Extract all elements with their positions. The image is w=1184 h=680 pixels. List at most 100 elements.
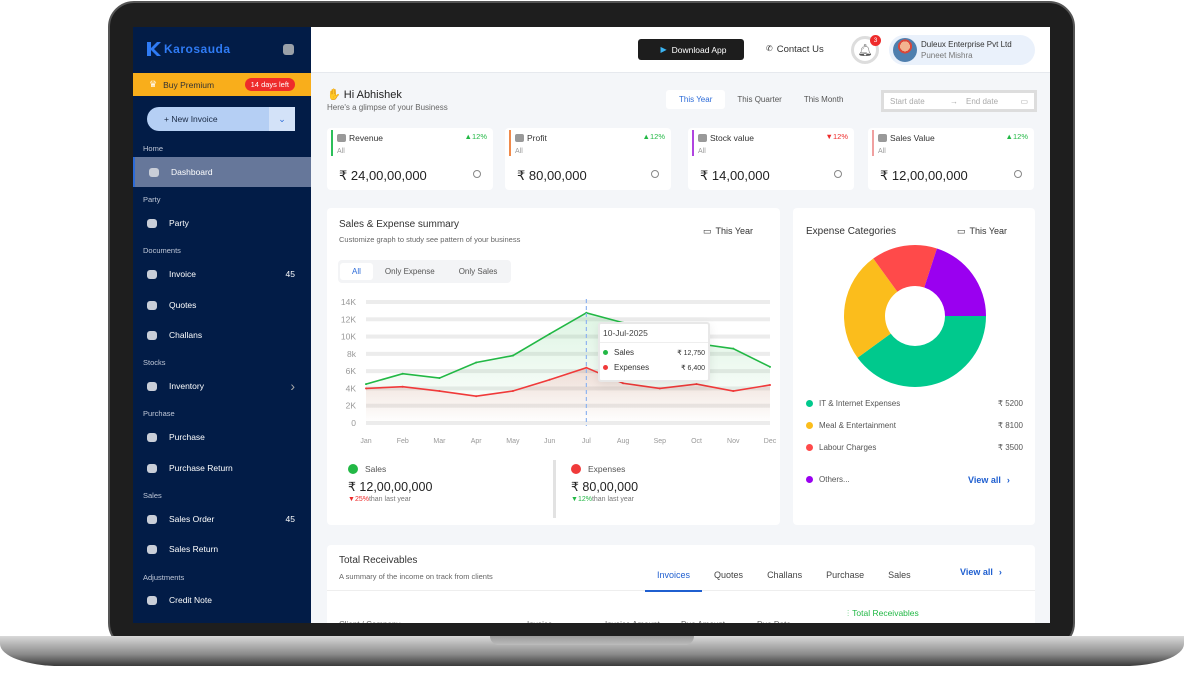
stat-card-revenue[interactable]: Revenue All ▲12% ₹ 24,00,00,000 (327, 128, 493, 190)
expense-period-selector[interactable]: ▭ This Year (957, 226, 1007, 237)
slice-it-internet-expenses[interactable] (857, 316, 986, 387)
expenses-point[interactable] (732, 390, 735, 393)
expenses-point[interactable] (548, 378, 551, 381)
info-icon[interactable] (473, 170, 481, 178)
stat-value: ₹ 80,00,000 (517, 168, 587, 183)
column-header-invoice[interactable]: Invoice (527, 620, 552, 623)
sales-point[interactable] (548, 332, 551, 335)
sidebar-item-challans[interactable]: Challans (133, 320, 311, 350)
x-tick-label: Feb (397, 438, 409, 445)
y-tick-label: 4K (346, 383, 357, 393)
column-header-invoice-amount[interactable]: Invoice Amount (605, 620, 660, 623)
expenses-point[interactable] (475, 395, 478, 398)
stat-card-sales-value[interactable]: Sales Value All ▲12% ₹ 12,00,00,000 (868, 128, 1034, 190)
expenses-point[interactable] (511, 390, 514, 393)
greeting-title: ✋ Hi Abhishek (327, 88, 402, 101)
expenses-point[interactable] (769, 383, 771, 386)
column-header-due-amount[interactable]: Due Amount (681, 620, 725, 623)
sidebar-item-credit-note[interactable]: Credit Note (133, 585, 311, 615)
sales-point[interactable] (732, 347, 735, 350)
expenses-point[interactable] (438, 390, 441, 393)
stat-label: Sales Value (878, 133, 935, 143)
slice-others[interactable] (924, 248, 986, 316)
sidebar-item-invoice[interactable]: Invoice 45 (133, 259, 311, 289)
sidebar-item-sales-return[interactable]: Sales Return (133, 534, 311, 564)
notifications-button[interactable]: 🔔︎ 3 (851, 35, 881, 64)
expenses-point[interactable] (695, 383, 698, 386)
summary-period-selector[interactable]: ▭ This Year (703, 226, 753, 237)
chart-tooltip: 10-Jul-2025 Sales ₹ 12,750 Expenses ₹ 6,40… (598, 322, 710, 382)
stat-change: ▲12% (1006, 132, 1028, 141)
receivables-tab-purchase[interactable]: Purchase (826, 570, 865, 580)
info-icon[interactable] (651, 170, 659, 178)
legend-label: Labour Charges (819, 443, 877, 452)
expenses-point[interactable] (622, 382, 625, 385)
slice-labour-charges[interactable] (873, 245, 937, 292)
end-date-input[interactable]: End date (966, 96, 999, 106)
expenses-point[interactable] (365, 387, 367, 390)
sales-point[interactable] (475, 361, 478, 364)
sidebar-item-sales-order[interactable]: Sales Order 45 (133, 504, 311, 534)
new-invoice-button[interactable]: + New Invoice (164, 114, 218, 124)
info-icon[interactable] (1014, 170, 1022, 178)
sales-point[interactable] (401, 372, 404, 375)
user-name: Puneet Mishra (921, 51, 973, 60)
contact-us-link[interactable]: ✆ Contact Us (766, 44, 824, 55)
logo[interactable]: Karosauda (147, 42, 231, 56)
sidebar-item-purchase[interactable]: Purchase (133, 422, 311, 452)
total-receivables-text: Total Receivables (852, 608, 919, 618)
y-tick-label: 6K (346, 366, 357, 376)
download-app-button[interactable]: ▶ Download App (638, 39, 744, 60)
sales-dot-icon (603, 350, 608, 355)
sales-point[interactable] (769, 365, 771, 368)
start-date-input[interactable]: Start date (890, 96, 925, 106)
expense-view-all-link[interactable]: View all › (968, 475, 1010, 485)
receivables-tab-challans[interactable]: Challans (767, 570, 803, 580)
sidebar-item-inventory[interactable]: Inventory › (133, 371, 311, 401)
play-store-icon: ▶ (660, 45, 667, 54)
stat-card-stock-value[interactable]: Stock value All ▼12% ₹ 14,00,000 (688, 128, 854, 190)
receivables-tab-invoices[interactable]: Invoices (645, 567, 703, 592)
sales-point[interactable] (365, 383, 367, 386)
filter-all[interactable]: All (340, 263, 373, 280)
stat-label-text: Profit (527, 133, 547, 143)
tab-this-quarter[interactable]: This Quarter (737, 95, 782, 104)
column-header-client-company[interactable]: Client / Company (339, 620, 400, 623)
date-range-picker[interactable]: Start date → End date ▭ (881, 90, 1037, 112)
chevron-right-icon[interactable]: › (290, 378, 295, 394)
expenses-point[interactable] (401, 385, 404, 388)
receivables-tab-sales[interactable]: Sales (888, 570, 911, 580)
new-invoice-dropdown[interactable]: ⌄ (269, 107, 295, 131)
sidebar-item-quotes[interactable]: Quotes (133, 290, 311, 320)
totals-divider (553, 460, 556, 518)
tab-this-year[interactable]: This Year (666, 90, 726, 109)
sidebar-item-party[interactable]: Party (133, 208, 311, 238)
sidebar-item-purchase-return[interactable]: Purchase Return (133, 453, 311, 483)
buy-premium-label: Buy Premium (163, 79, 215, 90)
expenses-point[interactable] (658, 387, 661, 390)
expenses-point[interactable] (585, 366, 588, 369)
sales-point[interactable] (511, 354, 514, 357)
sidebar-item-dashboard[interactable]: Dashboard (133, 157, 311, 187)
filter-only-expense[interactable]: Only Expense (384, 267, 435, 276)
slice-meal-entertainment[interactable] (844, 258, 898, 358)
receivables-view-all-link[interactable]: View all › (960, 567, 1002, 577)
receivables-tab-quotes[interactable]: Quotes (714, 570, 744, 580)
expense-donut-chart (844, 245, 986, 387)
expense-period-label: This Year (969, 226, 1008, 236)
filter-only-sales[interactable]: Only Sales (458, 267, 498, 276)
tab-this-month[interactable]: This Month (803, 95, 844, 104)
collapse-sidebar-icon[interactable] (283, 44, 294, 55)
info-icon[interactable] (834, 170, 842, 178)
user-profile-menu[interactable]: Duleux Enterprise Pvt Ltd Puneet Mishra (889, 35, 1035, 65)
buy-premium-banner[interactable]: ♛ Buy Premium 14 days left (133, 73, 311, 96)
stat-card-profit[interactable]: Profit All ▲12% ₹ 80,00,000 (505, 128, 671, 190)
total-change-note: than last year (368, 496, 411, 503)
column-header-due-date[interactable]: Due Date (757, 620, 791, 623)
receivables-title: Total Receivables (339, 555, 418, 566)
stat-value: ₹ 24,00,00,000 (339, 168, 427, 183)
stat-change-value: 12% (471, 132, 487, 141)
greeting-subtitle: Here's a glimpse of your Business (327, 103, 448, 112)
sales-point[interactable] (438, 377, 441, 380)
chevron-right-icon: › (1006, 475, 1010, 485)
